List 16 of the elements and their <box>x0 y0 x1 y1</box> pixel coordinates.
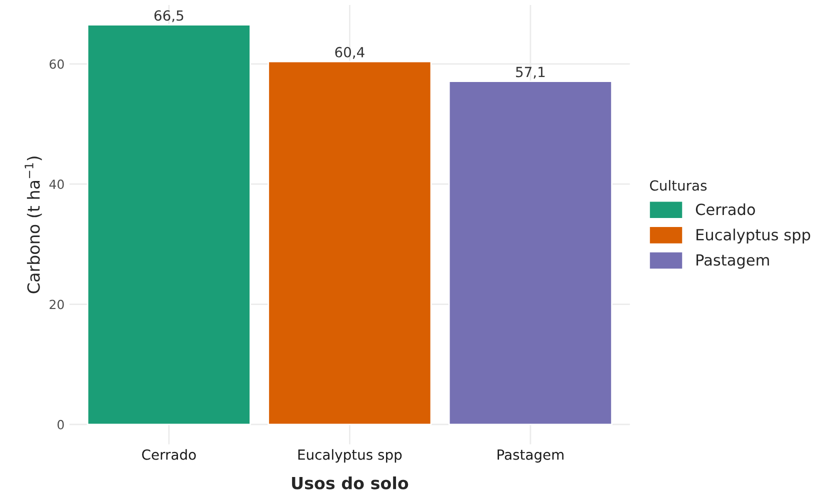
y-axis-title: Carbono (t ha$^{−1}$) <box>24 156 42 294</box>
legend-label: Cerrado <box>696 203 755 216</box>
y-tick-label: 40 <box>49 180 64 190</box>
y-tick-label: 60 <box>50 59 64 69</box>
x-tick-label: Cerrado <box>142 449 196 460</box>
data-label: 66,5 <box>154 10 184 22</box>
y-tick-label: 20 <box>50 300 64 310</box>
x-axis-title: Usos do solo <box>292 476 408 490</box>
y-tick-label: 0 <box>58 420 64 430</box>
legend-label: Eucalyptus spp <box>696 228 810 244</box>
x-tick-label: Pastagem <box>498 450 564 463</box>
legend-label: Pastagem <box>696 254 769 269</box>
data-label: 57,1 <box>516 66 545 79</box>
data-label: 60,4 <box>335 46 364 59</box>
legend-title: Culturas <box>650 180 707 191</box>
x-tick-label: Eucalyptus spp <box>298 449 402 463</box>
